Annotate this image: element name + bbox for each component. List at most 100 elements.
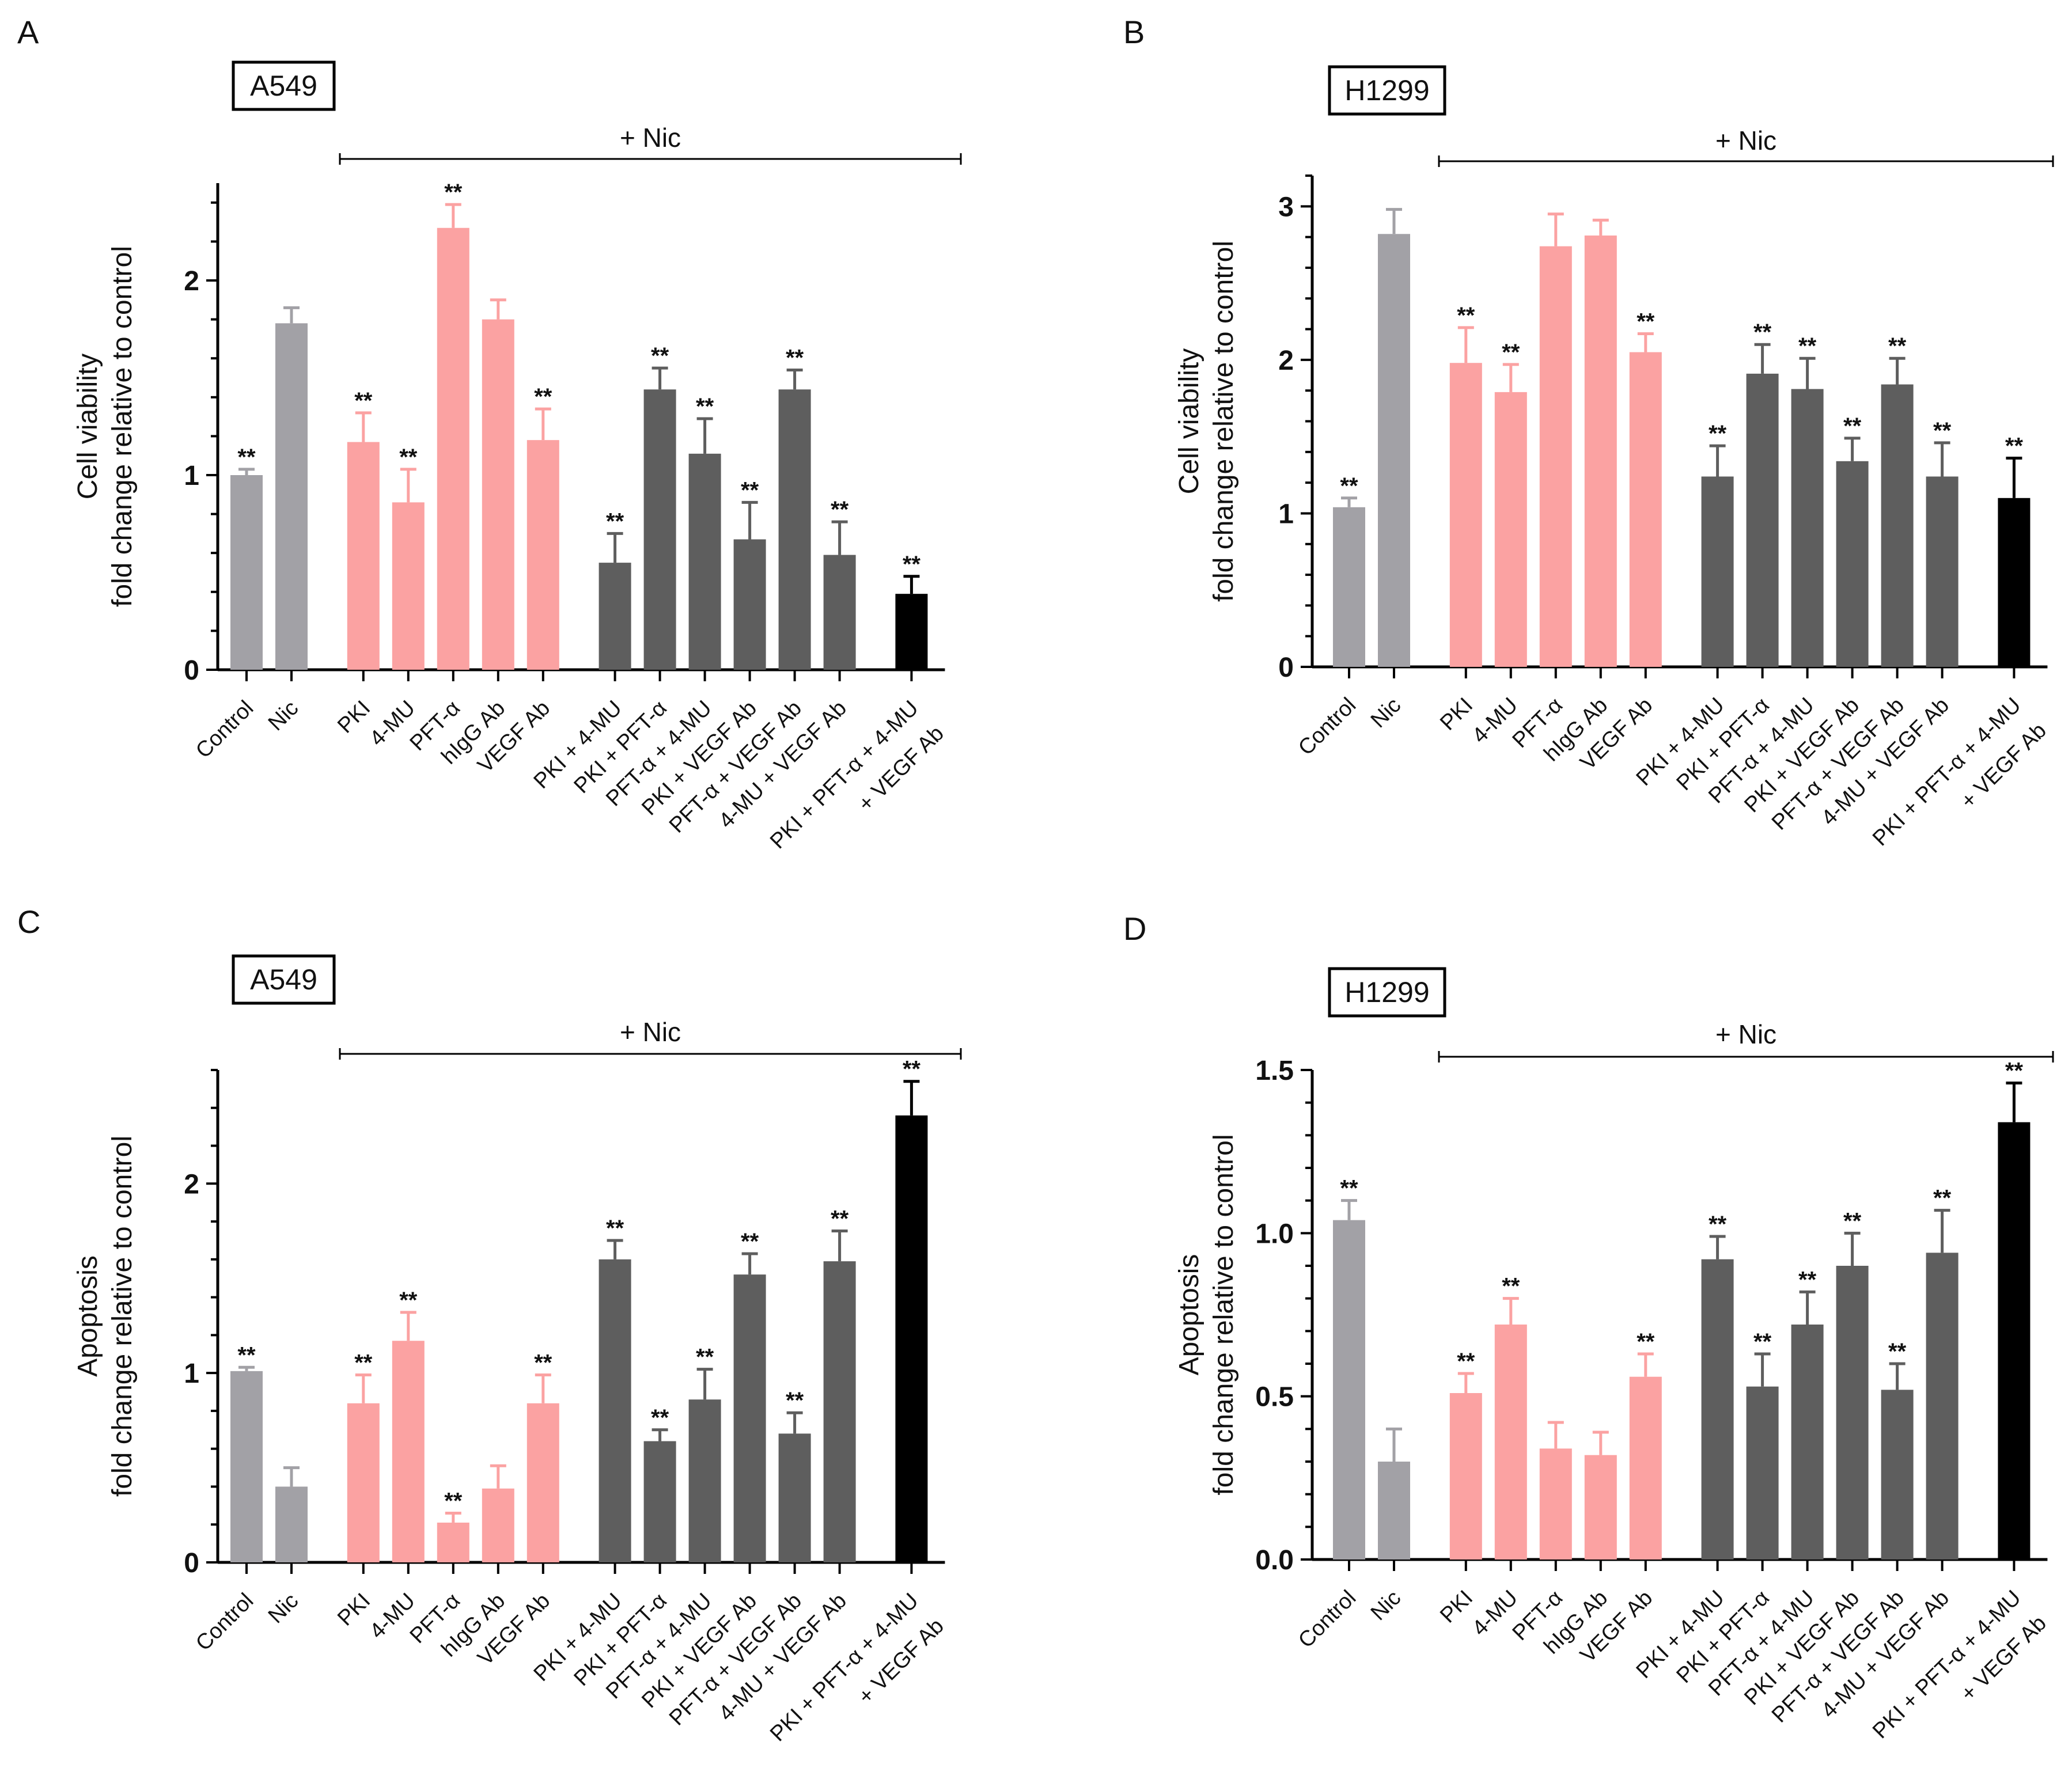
nic-label: + Nic — [1715, 1019, 1776, 1049]
significance-mark: ** — [903, 552, 921, 577]
significance-mark: ** — [1888, 1339, 1907, 1364]
bar — [1998, 1122, 2031, 1559]
bar — [1926, 476, 1959, 667]
x-tick-label: Control — [191, 1589, 258, 1656]
significance-mark: ** — [354, 1350, 373, 1375]
bar — [1836, 461, 1869, 667]
y-tick-label: 1.5 — [1255, 1056, 1294, 1086]
y-tick-label: 0 — [184, 1548, 199, 1578]
significance-mark: ** — [399, 1288, 418, 1313]
y-tick-label: 2 — [1278, 346, 1294, 376]
panel-letter: C — [17, 904, 40, 940]
bar — [1836, 1266, 1869, 1559]
significance-mark: ** — [1457, 1349, 1475, 1374]
significance-mark: ** — [831, 1206, 849, 1232]
bar — [599, 1259, 631, 1562]
nic-label: + Nic — [620, 1017, 681, 1047]
significance-mark: ** — [1502, 1274, 1520, 1299]
y-axis-label-line1: Apoptosis — [73, 1255, 103, 1377]
bar-group: ** Control — [1294, 1176, 1365, 1653]
significance-mark: ** — [1933, 418, 1952, 443]
bar — [482, 319, 514, 670]
cell-line-label: A549 — [250, 70, 317, 102]
bar-group: ** Control — [191, 445, 263, 763]
significance-mark: ** — [354, 388, 373, 413]
significance-mark: ** — [1709, 421, 1727, 446]
significance-mark: ** — [1457, 303, 1475, 328]
bar — [599, 563, 631, 670]
significance-mark: ** — [1340, 1176, 1358, 1201]
x-tick-label: Control — [1294, 1586, 1361, 1653]
bar-group: **PKI — [333, 1350, 380, 1631]
y-tick-label: 0.5 — [1255, 1382, 1294, 1413]
cell-line-label: H1299 — [1344, 74, 1429, 107]
significance-mark: ** — [1798, 1267, 1817, 1292]
cell-line-box — [232, 60, 336, 111]
y-axis-label-line1: Cell viability — [73, 354, 103, 499]
bar — [733, 1274, 766, 1562]
bar — [1378, 234, 1410, 667]
significance-mark: ** — [1637, 1329, 1655, 1354]
bar-group: **PFT-α — [406, 180, 469, 756]
bar — [1998, 498, 2031, 667]
bar-group: Nic — [264, 306, 308, 735]
x-tick-label: Nic — [1366, 693, 1406, 733]
panel-a: A A549 + Nic Cell viability fold change rela… — [17, 14, 962, 853]
bar — [230, 1371, 263, 1562]
significance-mark: ** — [786, 345, 804, 370]
bar — [1539, 1448, 1572, 1559]
y-tick-label: 1 — [184, 1359, 199, 1389]
panel-c: C A549 + Nic Apoptosis fold change relative … — [17, 904, 962, 1746]
significance-mark: ** — [1502, 340, 1520, 365]
significance-mark: ** — [534, 1350, 552, 1375]
bar — [482, 1488, 514, 1562]
significance-mark: ** — [534, 384, 552, 409]
y-axis-label-line2: fold change relative to control — [1209, 1134, 1239, 1495]
bar — [895, 594, 928, 670]
bar — [1791, 389, 1824, 667]
significance-mark: ** — [2005, 433, 2024, 458]
bar — [437, 1522, 469, 1562]
y-axis-label-line1: Cell viability — [1174, 348, 1204, 494]
panel-letter: D — [1123, 910, 1146, 947]
significance-mark: ** — [1888, 333, 1907, 359]
y-tick-label: 0.0 — [1255, 1545, 1294, 1576]
significance-mark: ** — [741, 1229, 759, 1254]
bar — [230, 475, 263, 670]
panel-d: D H1299 + Nic Apoptosis fold change relative… — [1123, 910, 2054, 1743]
bar — [1449, 363, 1482, 667]
significance-mark: ** — [1933, 1186, 1952, 1211]
significance-mark: ** — [651, 1405, 669, 1430]
bar — [778, 1433, 811, 1562]
bar — [1449, 1393, 1482, 1559]
significance-mark: ** — [444, 1489, 463, 1514]
bar — [688, 453, 721, 670]
bar — [347, 442, 380, 670]
bar — [1701, 1259, 1734, 1559]
panel-letter: A — [17, 14, 39, 50]
significance-mark: ** — [1753, 1329, 1772, 1354]
significance-mark: ** — [1798, 333, 1817, 359]
significance-mark: ** — [1843, 413, 1862, 439]
bar — [1584, 235, 1617, 667]
bar — [275, 1486, 308, 1562]
nic-label: + Nic — [1715, 126, 1776, 155]
bar — [688, 1399, 721, 1562]
significance-mark: ** — [696, 394, 714, 419]
bar — [1881, 1390, 1914, 1559]
bar — [437, 227, 469, 670]
significance-mark: ** — [1637, 309, 1655, 335]
bar — [275, 323, 308, 670]
bar — [1881, 384, 1914, 667]
cell-line-label: A549 — [250, 963, 317, 996]
bar — [895, 1115, 928, 1562]
bar — [347, 1403, 380, 1562]
bar-group: ** Control — [191, 1342, 263, 1656]
cell-line-box — [232, 954, 336, 1005]
bar — [1494, 392, 1527, 667]
x-tick-label: Nic — [264, 1589, 304, 1629]
bar — [526, 1403, 559, 1562]
significance-mark: ** — [903, 1057, 921, 1082]
nic-label: + Nic — [620, 123, 681, 153]
